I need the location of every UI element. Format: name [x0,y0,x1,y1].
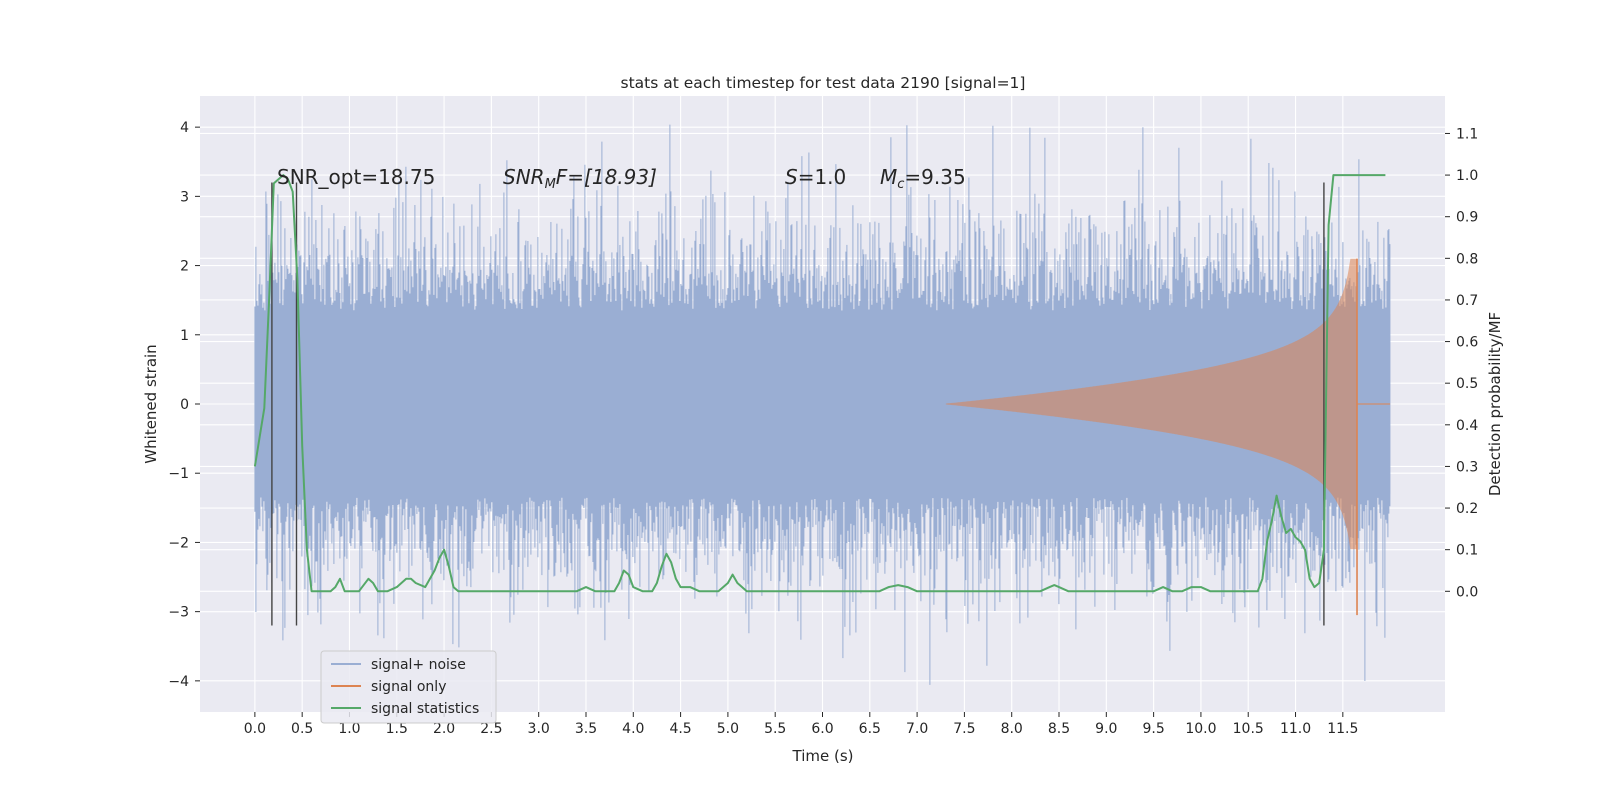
annotation-snr-mf-sub: M [545,177,556,192]
x-tick-label: 3.5 [575,721,597,737]
y-tick-label: 1 [180,328,189,344]
y2-tick-label: 0.7 [1456,293,1478,309]
y2-tick-label: 0.4 [1456,418,1478,434]
annotation-s: S=1.0 [785,165,846,189]
annotation-mc: Mc=9.35 [880,165,966,192]
x-tick-label: 4.5 [669,721,691,737]
x-tick-label: 0.5 [291,721,313,737]
x-tick-label: 5.5 [764,721,786,737]
annotation-mc-sub: c [897,177,904,192]
x-tick-label: 8.5 [1048,721,1070,737]
x-tick-label: 3.0 [528,721,550,737]
y2-tick-label: 0.9 [1456,210,1478,226]
y2-tick-label: 0.0 [1456,584,1478,600]
annotation-snr-opt: SNR_opt=18.75 [277,165,435,189]
y2-tick-label: 1.0 [1456,168,1478,184]
x-tick-label: 2.0 [433,721,455,737]
legend-box [320,650,497,724]
annotation-mc-main: M [880,165,897,189]
y-tick-label: 3 [180,189,189,205]
annotation-snr-mf-tail: F=[18.93] [556,165,657,189]
x-tick-label: 1.5 [386,721,408,737]
annotation-s-main: S [785,165,798,189]
y2-tick-label: 1.1 [1456,126,1478,142]
x-tick-label: 2.5 [480,721,502,737]
y-tick-label: 0 [180,397,189,413]
tick-layer: 0.0 0.5 1.0 1.5 2.0 2.5 3.0 3.5 4.0 4.5 5.0 5.5 6.0 6… [168,120,1478,737]
x-tick-label: 10.5 [1233,721,1264,737]
x-tick-label: 4.0 [622,721,644,737]
y2-tick-label: 0.5 [1456,376,1478,392]
x-tick-label: 10.0 [1185,721,1216,737]
annotation-snr-mf-main: SNR [503,165,545,189]
x-tick-label: 7.5 [953,721,975,737]
y-axis-title: Whitened strain [142,344,160,463]
x-tick-label: 11.0 [1280,721,1311,737]
signal-only-series [945,258,1391,616]
legend: signal+ noise signal only signal statist… [320,650,497,724]
x-tick-label: 8.0 [1001,721,1023,737]
signal-statistics-series [253,174,1386,593]
y2-tick-label: 0.6 [1456,335,1478,351]
x-tick-label: 7.0 [906,721,928,737]
legend-label-signal-statistics: signal statistics [371,701,479,717]
x-tick-label: 11.5 [1327,721,1358,737]
x-axis-title: Time (s) [792,747,854,765]
x-tick-label: 0.0 [244,721,266,737]
y-tick-label: 4 [180,120,189,136]
y2-tick-label: 0.8 [1456,251,1478,267]
y-tick-label: −2 [168,535,189,551]
y-tick-label: −4 [168,674,189,690]
signal-envelope [945,258,1357,550]
signal-statistics-line [253,174,1386,593]
x-tick-label: 6.5 [859,721,881,737]
x-tick-label: 6.0 [811,721,833,737]
x-tick-label: 9.0 [1095,721,1117,737]
x-tick-label: 9.5 [1142,721,1164,737]
legend-label-signal-noise: signal+ noise [371,657,466,673]
y-tick-label: 2 [180,259,189,275]
x-tick-label: 1.0 [338,721,360,737]
chart-title: stats at each timestep for test data 219… [621,74,1026,92]
annotation-s-tail: =1.0 [798,165,847,189]
y2-tick-label: 0.2 [1456,501,1478,517]
y2-axis-title: Detection probability/MF [1486,312,1504,496]
legend-label-signal-only: signal only [371,679,446,695]
y2-tick-label: 0.1 [1456,543,1478,559]
annotation-mc-tail: =9.35 [904,165,965,189]
y-tick-label: −1 [168,466,189,482]
annotation-snr-mf: SNRMF=[18.93] [503,165,657,192]
y-tick-label: −3 [168,605,189,621]
x-tick-label: 5.0 [717,721,739,737]
y2-tick-label: 0.3 [1456,459,1478,475]
